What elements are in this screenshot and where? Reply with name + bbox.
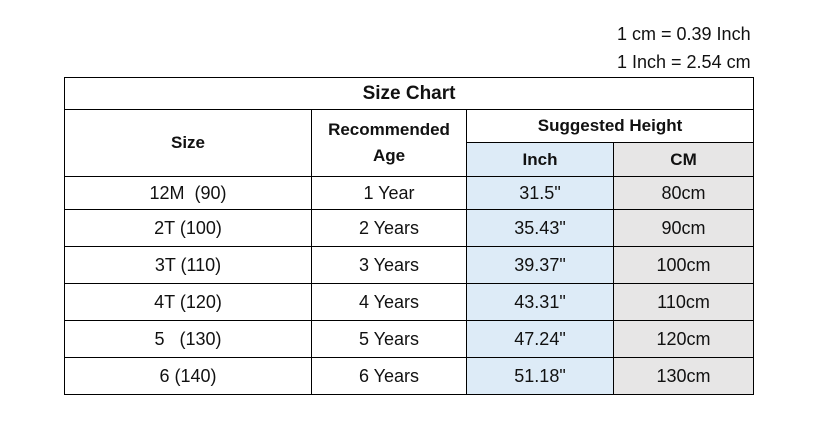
header-row: Size Recommended Age Suggested Height xyxy=(64,109,755,177)
table-cell: 80cm xyxy=(612,176,755,210)
header-cell: CM xyxy=(612,142,755,177)
table-cell: 100cm xyxy=(612,246,755,284)
size-row: 6 (140) 6 Years 51.18" 130cm xyxy=(64,357,755,395)
table-cell: 4T (120) xyxy=(64,283,312,321)
table-title: Size Chart xyxy=(63,77,755,110)
table-cell: 4 Years xyxy=(311,283,467,321)
table-cell: 6 Years xyxy=(311,357,467,395)
size-row: 3T (110) 3 Years 39.37" 100cm xyxy=(64,246,755,284)
table-cell: 43.31" xyxy=(466,283,614,321)
header-cell: Recommended Age xyxy=(311,109,467,177)
table-cell: 47.24" xyxy=(466,320,614,358)
table-cell: 35.43" xyxy=(466,209,614,247)
table-cell: 120cm xyxy=(612,320,755,358)
conversion-note: 1 Inch = 2.54 cm xyxy=(617,52,751,72)
header-cell: Size xyxy=(64,109,312,177)
table-cell: 1 Year xyxy=(311,176,467,210)
table-cell: 110cm xyxy=(612,283,755,321)
table-cell: 3T (110) xyxy=(64,246,312,284)
table-cell: 12M (90) xyxy=(64,176,312,210)
size-row: 4T (120) 4 Years 43.31" 110cm xyxy=(64,283,755,321)
table-cell: 5 (130) xyxy=(64,320,312,358)
table-cell: 51.18" xyxy=(466,357,614,395)
size-row: 2T (100) 2 Years 35.43" 90cm xyxy=(64,209,755,247)
table-cell: 3 Years xyxy=(311,246,467,284)
table-body: 12M (90) 1 Year 31.5" 80cm 2T (100) 2 Years 35… xyxy=(64,176,755,395)
size-table: Size Chart Size Recommended Age Suggeste… xyxy=(63,77,755,395)
table-cell: 31.5" xyxy=(466,176,614,210)
size-row: 5 (130) 5 Years 47.24" 120cm xyxy=(64,320,755,358)
header-cell: Suggested Height xyxy=(465,109,755,143)
size-row: 12M (90) 1 Year 31.5" 80cm xyxy=(64,176,755,210)
table-cell: 5 Years xyxy=(311,320,467,358)
conversion-note: 1 cm = 0.39 Inch xyxy=(617,24,751,44)
header-row: Inch CM xyxy=(65,142,755,177)
table-head: Size Chart Size Recommended Age Suggeste… xyxy=(63,77,755,177)
header-cell: Inch xyxy=(466,142,614,177)
table-cell: 130cm xyxy=(612,357,755,395)
table-cell: 90cm xyxy=(612,209,755,247)
table-cell: 2 Years xyxy=(311,209,467,247)
title-row: Size Chart xyxy=(63,77,755,110)
table-cell: 39.37" xyxy=(466,246,614,284)
table-cell: 2T (100) xyxy=(64,209,312,247)
table-cell: 6 (140) xyxy=(64,357,312,395)
